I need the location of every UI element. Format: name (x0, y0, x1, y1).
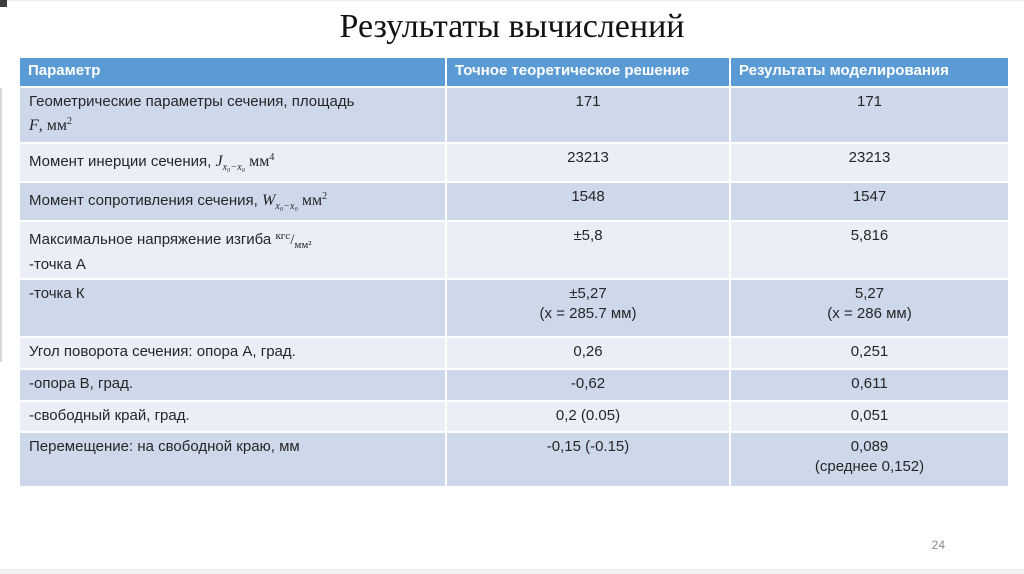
model-value-cell: 0,089 (среднее 0,152) (729, 431, 1010, 488)
slide-bottom-edge (0, 569, 1024, 574)
model-value-cell: 5,27 (x = 286 мм) (729, 278, 1010, 338)
table-row: Перемещение: на свободной краю, мм -0,15… (18, 431, 1010, 488)
page-number: 24 (931, 538, 945, 552)
param-cell: Максимальное напряжение изгиба кгс/мм² -… (18, 220, 447, 280)
table-row: -опора В, град. -0,62 0,611 (18, 368, 1010, 402)
col-header-parameter: Параметр (18, 56, 447, 88)
param-cell: Геометрические параметры сечения, площад… (18, 86, 447, 144)
param-cell: -опора В, град. (18, 368, 447, 402)
param-line1: Геометрические параметры сечения, площад… (29, 93, 355, 110)
table-row: -свободный край, град. 0,2 (0.05) 0,051 (18, 400, 1010, 433)
col-header-modeling-results: Результаты моделирования (729, 56, 1010, 88)
model-value-cell: 23213 (729, 142, 1010, 183)
param-cell: Момент инерции сечения, Jx₀−x₀ мм4 (18, 142, 447, 183)
param-cell: -свободный край, град. (18, 400, 447, 433)
param-formula: F, мм2 (29, 116, 73, 134)
corner-artifact (0, 0, 7, 7)
exact-value-cell: ±5,8 (445, 220, 731, 280)
exact-value-cell: -0,15 (-0.15) (445, 431, 731, 488)
table-row: Максимальное напряжение изгиба кгс/мм² -… (18, 220, 1010, 280)
param-line2: -точка А (29, 256, 86, 273)
exact-value-cell: ±5,27 (x = 285.7 мм) (445, 278, 731, 338)
param-cell: Момент сопротивления сечения, Wx₀−x₀ мм2 (18, 181, 447, 222)
slide-title: Результаты вычислений (339, 8, 685, 45)
table-row: Угол поворота сечения: опора А, град. 0,… (18, 336, 1010, 370)
param-cell: Угол поворота сечения: опора А, град. (18, 336, 447, 370)
model-value-cell: 0,251 (729, 336, 1010, 370)
table-row: Момент сопротивления сечения, Wx₀−x₀ мм2… (18, 181, 1010, 222)
exact-value-cell: 23213 (445, 142, 731, 183)
model-value-cell: 5,816 (729, 220, 1010, 280)
exact-value-cell: 0,26 (445, 336, 731, 370)
exact-value-cell: -0,62 (445, 368, 731, 402)
results-table: Параметр Точное теоретическое решение Ре… (18, 56, 1010, 488)
slide-top-edge (0, 0, 1024, 1)
model-value-cell: 1547 (729, 181, 1010, 222)
table-row: Момент инерции сечения, Jx₀−x₀ мм4 23213… (18, 142, 1010, 183)
param-cell: -точка К (18, 278, 447, 338)
exact-value-cell: 1548 (445, 181, 731, 222)
col-header-exact-solution: Точное теоретическое решение (445, 56, 731, 88)
exact-value-cell: 171 (445, 86, 731, 144)
param-cell: Перемещение: на свободной краю, мм (18, 431, 447, 488)
model-value-cell: 0,051 (729, 400, 1010, 433)
model-value-cell: 0,611 (729, 368, 1010, 402)
exact-value-cell: 0,2 (0.05) (445, 400, 731, 433)
table-row: Геометрические параметры сечения, площад… (18, 86, 1010, 144)
param-line1: Максимальное напряжение изгиба кгс/мм² (29, 230, 312, 251)
slide-left-edge (0, 88, 2, 362)
table-header-row: Параметр Точное теоретическое решение Ре… (18, 56, 1010, 88)
model-value-cell: 171 (729, 86, 1010, 144)
table-row: -точка К ±5,27 (x = 285.7 мм) 5,27 (x = … (18, 278, 1010, 338)
